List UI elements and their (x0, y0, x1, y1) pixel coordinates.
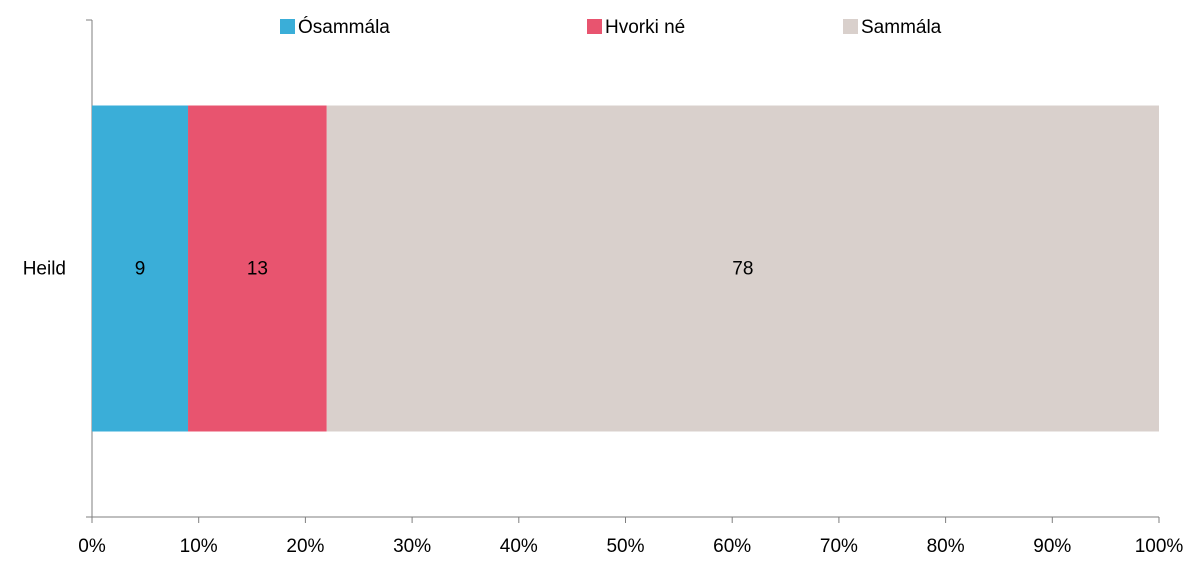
x-tick-label: 50% (606, 536, 644, 557)
x-tick-label: 10% (180, 536, 218, 557)
x-tick-label: 30% (393, 536, 431, 557)
bar-segment (92, 105, 189, 432)
legend-swatch (587, 19, 602, 34)
legend-label: Hvorki né (605, 17, 685, 38)
legend-swatch (843, 19, 858, 34)
x-tick-label: 40% (500, 536, 538, 557)
legend-label: Ósammála (298, 16, 390, 38)
x-tick-label: 0% (78, 536, 106, 557)
y-tick-label: Heild (23, 259, 66, 280)
x-tick-label: 20% (286, 536, 324, 557)
x-tick-label: 70% (820, 536, 858, 557)
legend-label: Sammála (861, 17, 942, 38)
x-tick-label: 90% (1033, 536, 1071, 557)
x-tick-label: 60% (713, 536, 751, 557)
data-label: 13 (247, 259, 268, 280)
bar-segment (326, 105, 1159, 432)
x-tick-label: 100% (1135, 536, 1184, 557)
bar-segment (188, 105, 327, 432)
x-tick-label: 80% (927, 536, 965, 557)
legend-swatch (280, 19, 295, 34)
data-label: 78 (732, 259, 753, 280)
data-label: 9 (135, 259, 146, 280)
